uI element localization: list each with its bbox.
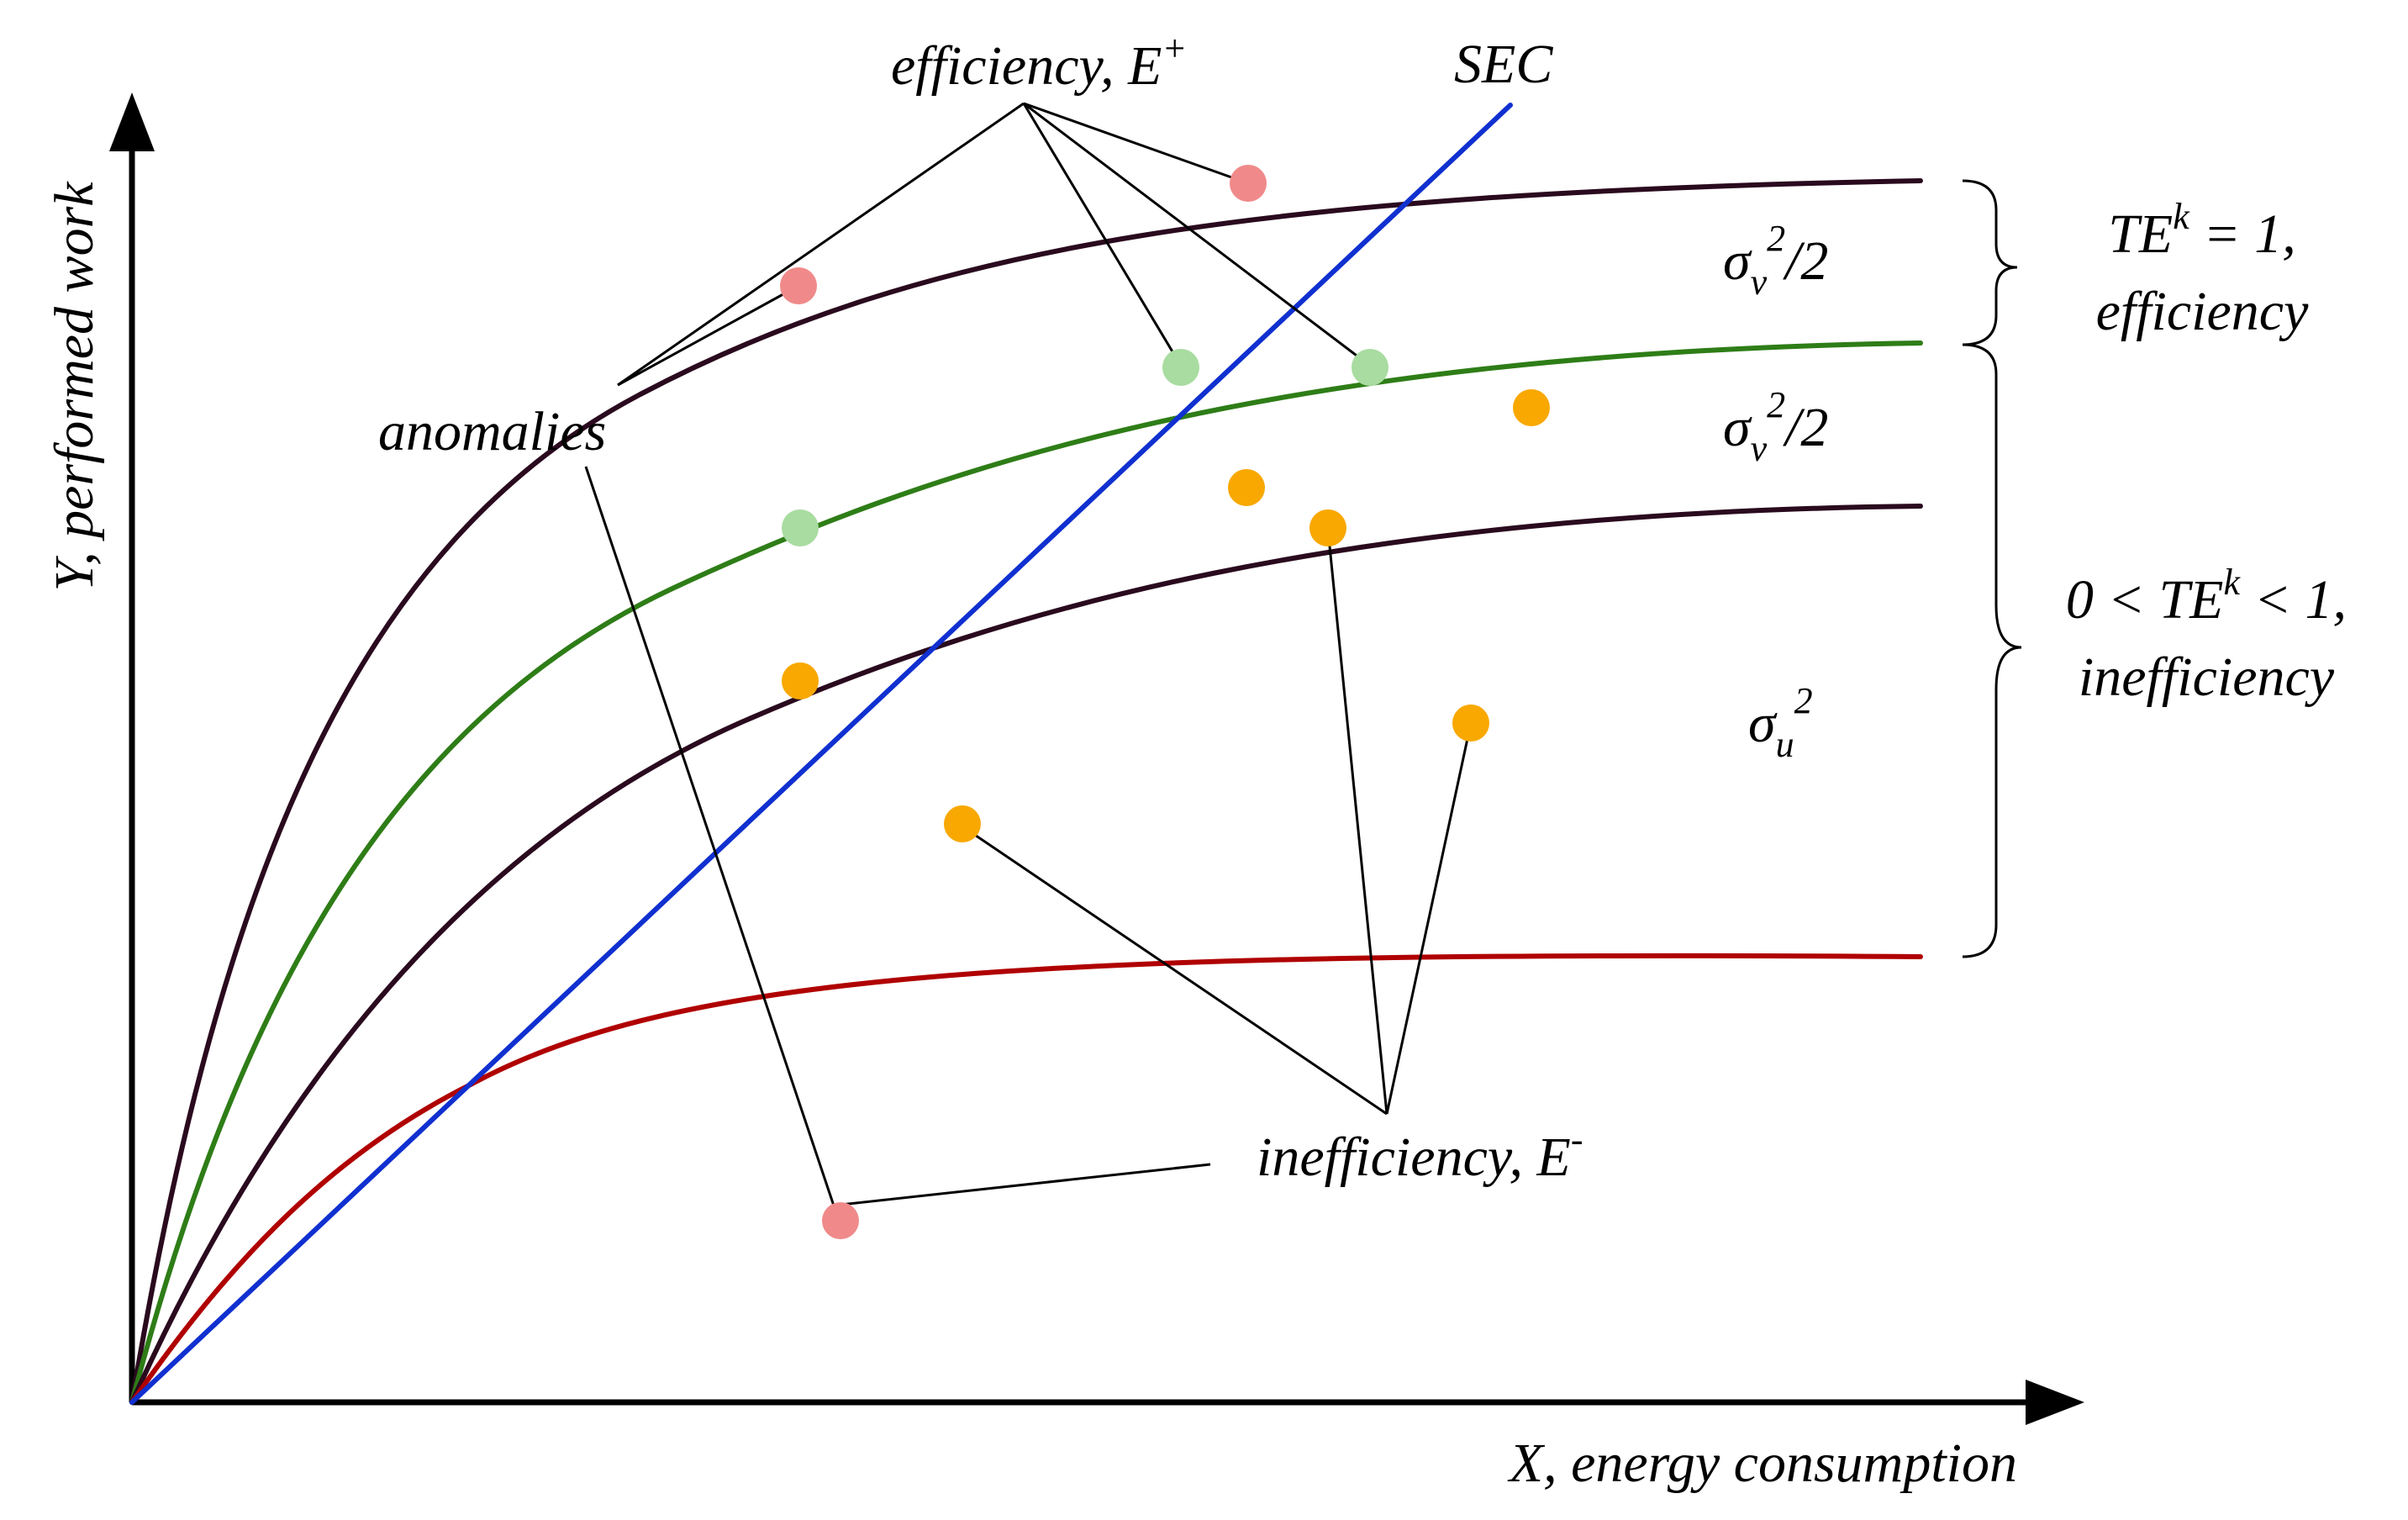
- inefficiency-point: [782, 662, 819, 699]
- middle-frontier-curve: [129, 340, 1923, 1405]
- sigma-v-band1-base: σ: [1723, 230, 1752, 292]
- efficiency-label-sup: +: [1162, 28, 1188, 69]
- efficiency-leader-2: [1023, 102, 1249, 185]
- x-axis-arrowhead: [2026, 1380, 2084, 1425]
- efficiency-point: [1162, 349, 1199, 386]
- sigma-v-band1-label: σv2/2: [1723, 218, 1828, 303]
- te-inefficient-line2: inefficiency: [2079, 647, 2335, 708]
- data-points: [780, 165, 1550, 1239]
- sigma-u-base: σ: [1748, 693, 1778, 754]
- te-inefficient-sup: k: [2223, 562, 2241, 603]
- te-efficient-sup: k: [2173, 196, 2190, 237]
- anomaly-point: [1230, 165, 1267, 202]
- leader-lines: [584, 102, 1473, 1222]
- inefficiency-label-text: inefficiency, E: [1257, 1127, 1571, 1188]
- te-efficient-label: TEk = 1,: [2108, 196, 2296, 265]
- te-inefficient-prefix: 0 < TE: [2066, 569, 2224, 631]
- sigma-v-band2-label: σv2/2: [1723, 384, 1828, 469]
- sigma-u-label: σu2: [1748, 680, 1813, 765]
- efficiency-point: [1352, 349, 1388, 386]
- sigma-v-band1-tail: /2: [1782, 230, 1828, 292]
- efficiency-label-background: [891, 29, 1265, 95]
- lower-curve: [129, 953, 1923, 1405]
- inefficiency-label-sup: -: [1571, 1119, 1583, 1160]
- inefficiency-point: [1452, 705, 1489, 742]
- sigma-u-sub: u: [1776, 724, 1794, 765]
- sigma-v-band2-sub: v: [1751, 428, 1768, 469]
- efficiency-label-text: efficiency, E: [891, 35, 1162, 97]
- anomalies-label: anomalies: [378, 401, 606, 462]
- sigma-v-band2-sup: 2: [1767, 384, 1785, 425]
- outer-frontier-curve: [129, 178, 1923, 1405]
- inefficiency-leader-3: [1385, 722, 1473, 1115]
- x-axis-label: X, energy consumption: [1507, 1433, 2017, 1494]
- inner-frontier-curve: [129, 504, 1923, 1405]
- anomalies-leader-1: [617, 284, 799, 387]
- inefficiency-point: [944, 805, 981, 842]
- te-efficient-line2: efficiency: [2096, 281, 2310, 342]
- te-inefficient-tail: < 1,: [2240, 569, 2347, 631]
- inefficiency-leader-2: [1326, 529, 1388, 1115]
- sigma-v-band1-sup: 2: [1767, 218, 1785, 259]
- inefficiency-point: [1513, 389, 1550, 426]
- sigma-v-band2-base: σ: [1723, 397, 1752, 458]
- te-inefficient-label: 0 < TEk < 1,: [2066, 562, 2347, 631]
- frontier-curves: [129, 103, 1923, 1405]
- text-labels: Y, performed work X, energy consumption …: [44, 28, 2347, 1494]
- efficiency-leader-1: [617, 102, 1025, 387]
- sec-label: SEC: [1454, 34, 1553, 95]
- te-efficient-tail: = 1,: [2189, 203, 2296, 265]
- y-axis-arrowhead: [109, 92, 155, 151]
- sigma-v-band2-tail: /2: [1782, 397, 1828, 458]
- braces: [1962, 179, 2022, 958]
- efficiency-point: [782, 509, 819, 546]
- sec-line: [129, 103, 1513, 1405]
- efficiency-label: efficiency, E+: [891, 28, 1187, 97]
- anomaly-point: [780, 267, 817, 304]
- inefficiency-leader-4: [840, 1163, 1211, 1206]
- inefficiency-point: [1228, 469, 1265, 506]
- efficiency-leader-4: [1023, 102, 1371, 367]
- axes: [109, 92, 2084, 1425]
- inefficiency-brace: [1962, 343, 2022, 958]
- anomalies-leader-3: [584, 466, 840, 1222]
- sigma-v-band1-sub: v: [1751, 261, 1768, 303]
- inefficiency-label: inefficiency, E-: [1257, 1119, 1583, 1188]
- inefficiency-point: [1309, 509, 1346, 546]
- efficiency-brace: [1962, 179, 2018, 346]
- sigma-u-sup: 2: [1794, 680, 1813, 721]
- efficiency-leader-3: [1022, 103, 1183, 367]
- anomaly-point: [822, 1202, 859, 1239]
- inefficiency-leader-1: [962, 825, 1388, 1116]
- y-axis-label: Y, performed work: [44, 181, 105, 592]
- te-efficient-prefix: TE: [2108, 203, 2173, 265]
